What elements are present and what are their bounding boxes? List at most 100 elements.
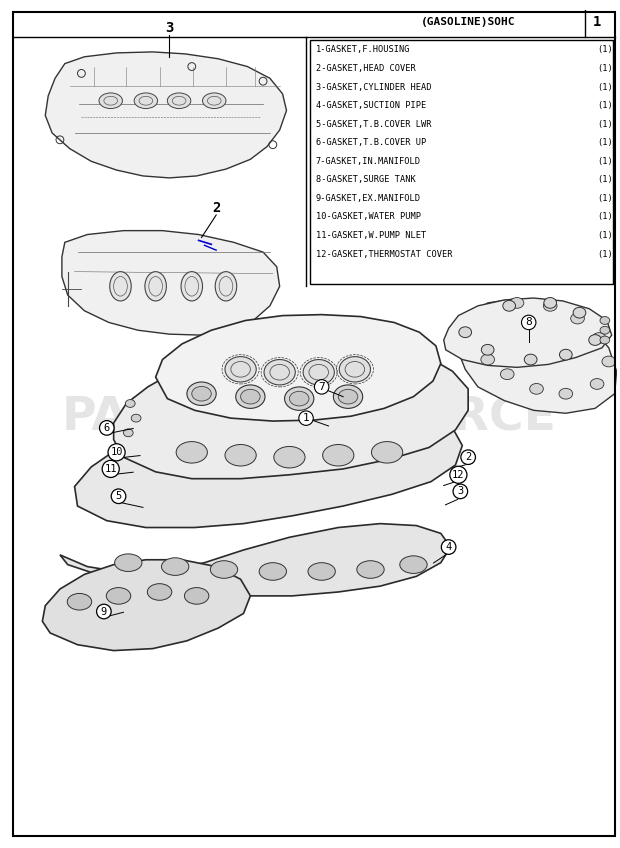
Text: 9: 9 [101, 606, 107, 616]
Ellipse shape [500, 369, 514, 380]
Text: 1-GASKET,F.HOUSING: 1-GASKET,F.HOUSING [316, 46, 410, 54]
Text: PARTSOUTSOURCE: PARTSOUTSOURCE [61, 396, 557, 441]
Text: 6: 6 [104, 423, 110, 433]
Polygon shape [45, 52, 286, 178]
Text: 3: 3 [457, 487, 464, 496]
Ellipse shape [303, 360, 334, 385]
Ellipse shape [274, 446, 305, 468]
Ellipse shape [559, 349, 572, 360]
Ellipse shape [339, 389, 358, 404]
Text: (1): (1) [597, 82, 613, 92]
Ellipse shape [573, 307, 586, 318]
Ellipse shape [400, 555, 427, 573]
Ellipse shape [192, 387, 211, 401]
Ellipse shape [525, 354, 537, 365]
Text: 7: 7 [318, 382, 325, 392]
Ellipse shape [285, 387, 314, 410]
Ellipse shape [592, 332, 606, 343]
Text: (1): (1) [597, 249, 613, 259]
Ellipse shape [590, 378, 604, 389]
Ellipse shape [322, 444, 354, 466]
Ellipse shape [161, 558, 189, 576]
Text: (1): (1) [597, 231, 613, 240]
Ellipse shape [334, 385, 363, 409]
Ellipse shape [225, 357, 256, 382]
Ellipse shape [559, 388, 573, 399]
Ellipse shape [339, 357, 371, 382]
Text: 9-GASKET,EX.MANIFOLD: 9-GASKET,EX.MANIFOLD [316, 194, 421, 203]
Text: 2-GASKET,HEAD COVER: 2-GASKET,HEAD COVER [316, 64, 415, 73]
Ellipse shape [67, 594, 92, 610]
Ellipse shape [529, 383, 543, 394]
Ellipse shape [123, 429, 133, 437]
Text: (1): (1) [597, 157, 613, 166]
Ellipse shape [259, 563, 286, 580]
Text: 5-GASKET,T.B.COVER LWR: 5-GASKET,T.B.COVER LWR [316, 120, 432, 129]
Text: (1): (1) [597, 101, 613, 110]
Ellipse shape [600, 336, 609, 344]
Text: 5: 5 [115, 491, 122, 501]
Polygon shape [444, 298, 612, 367]
Text: 7-GASKET,IN.MANIFOLD: 7-GASKET,IN.MANIFOLD [316, 157, 421, 166]
Ellipse shape [503, 300, 515, 311]
Polygon shape [42, 560, 250, 650]
Polygon shape [74, 394, 463, 527]
Text: 11-GASKET,W.PUMP NLET: 11-GASKET,W.PUMP NLET [316, 231, 426, 240]
Text: (1): (1) [597, 46, 613, 54]
Ellipse shape [589, 335, 601, 345]
Ellipse shape [308, 563, 335, 580]
Ellipse shape [134, 93, 157, 109]
Ellipse shape [600, 326, 609, 334]
Text: 10: 10 [110, 448, 123, 457]
Ellipse shape [241, 389, 260, 404]
Text: 4: 4 [446, 542, 452, 552]
Text: (1): (1) [597, 138, 613, 148]
Ellipse shape [602, 356, 616, 367]
Bar [310, 40, 613, 284]
Ellipse shape [600, 316, 609, 325]
Text: 11: 11 [104, 464, 117, 474]
Text: 8-GASKET,SURGE TANK: 8-GASKET,SURGE TANK [316, 176, 415, 184]
Ellipse shape [110, 271, 131, 301]
Ellipse shape [570, 313, 585, 324]
Text: 2: 2 [212, 201, 220, 215]
Text: (1): (1) [597, 176, 613, 184]
Ellipse shape [236, 385, 265, 409]
Text: 8: 8 [525, 317, 532, 327]
Ellipse shape [264, 360, 295, 385]
Ellipse shape [125, 399, 135, 407]
Text: 1: 1 [593, 14, 601, 29]
Ellipse shape [543, 300, 557, 311]
Polygon shape [62, 231, 280, 335]
Ellipse shape [481, 344, 494, 355]
Polygon shape [156, 315, 441, 421]
Ellipse shape [357, 561, 384, 578]
Ellipse shape [459, 326, 472, 338]
Text: (1): (1) [597, 194, 613, 203]
Ellipse shape [106, 588, 131, 604]
Ellipse shape [115, 554, 142, 572]
Text: 6-GASKET,T.B.COVER UP: 6-GASKET,T.B.COVER UP [316, 138, 426, 148]
Ellipse shape [145, 271, 166, 301]
Ellipse shape [210, 561, 237, 578]
Text: 12: 12 [452, 470, 464, 480]
Ellipse shape [544, 298, 557, 309]
Text: (1): (1) [597, 64, 613, 73]
Ellipse shape [184, 588, 209, 604]
Text: (1): (1) [597, 213, 613, 221]
Ellipse shape [187, 382, 216, 405]
Text: (GASOLINE)SOHC: (GASOLINE)SOHC [421, 17, 516, 26]
Ellipse shape [203, 93, 226, 109]
Ellipse shape [148, 583, 172, 600]
Ellipse shape [167, 93, 191, 109]
Text: 2: 2 [465, 452, 471, 462]
Ellipse shape [510, 298, 524, 309]
Text: 3-GASKET,CYLINDER HEAD: 3-GASKET,CYLINDER HEAD [316, 82, 432, 92]
Ellipse shape [131, 414, 141, 422]
Polygon shape [113, 340, 468, 478]
Polygon shape [458, 299, 617, 413]
Text: 12-GASKET,THERMOSTAT COVER: 12-GASKET,THERMOSTAT COVER [316, 249, 453, 259]
Polygon shape [60, 523, 451, 596]
Ellipse shape [176, 442, 208, 463]
Ellipse shape [481, 354, 495, 365]
